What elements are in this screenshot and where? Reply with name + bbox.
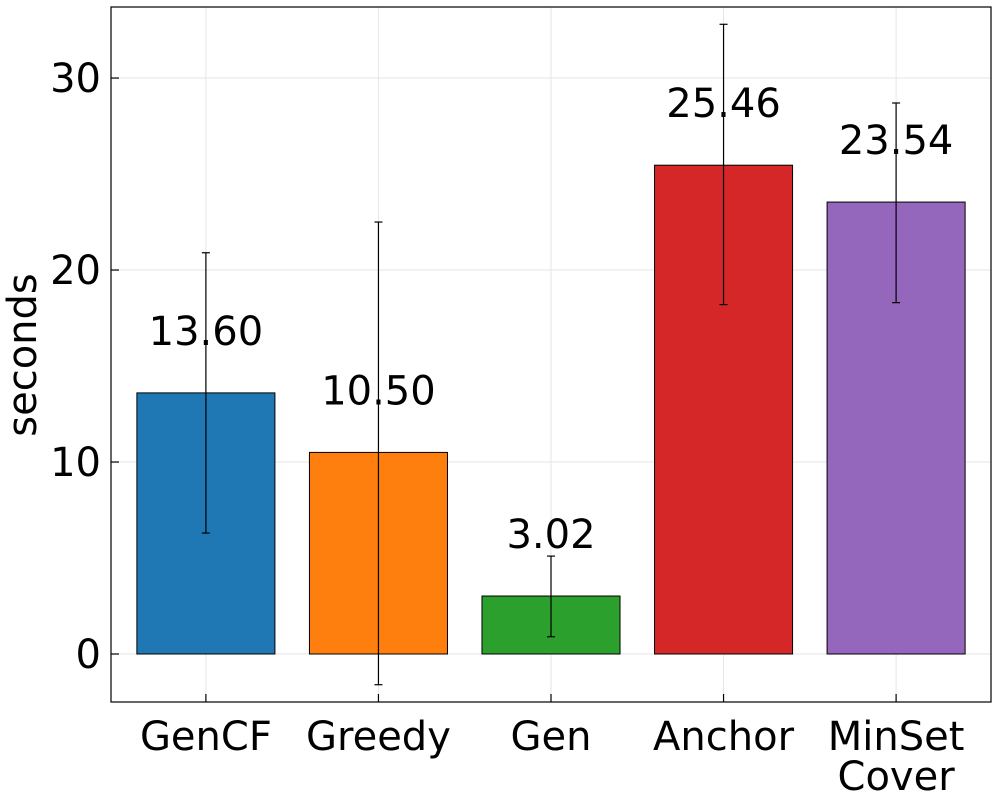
x-tick-label: GenCF [140, 714, 272, 760]
value-label: 13.60 [149, 309, 264, 355]
x-tick-label: Cover [838, 754, 956, 800]
x-tick-label: Anchor [653, 714, 795, 760]
plot-frame [110, 6, 992, 703]
x-tick-label: MinSet [828, 714, 965, 760]
value-labels-layer: 13.60 10.50 3.02 25.46 23.54 [149, 81, 954, 558]
value-label: 3.02 [506, 512, 595, 558]
value-label: 10.50 [321, 368, 436, 414]
error-bars-layer [201, 23, 901, 686]
y-axis-title: seconds [0, 273, 46, 437]
value-label: 23.54 [839, 118, 954, 164]
y-tick-label: 0 [76, 632, 101, 678]
x-tick-label: Greedy [306, 714, 451, 760]
value-label: 25.46 [666, 81, 781, 127]
y-tick-label: 30 [50, 56, 101, 102]
y-tick-label: 20 [50, 248, 101, 294]
x-tick-label: Gen [511, 714, 592, 760]
y-tick-label: 10 [50, 440, 101, 486]
